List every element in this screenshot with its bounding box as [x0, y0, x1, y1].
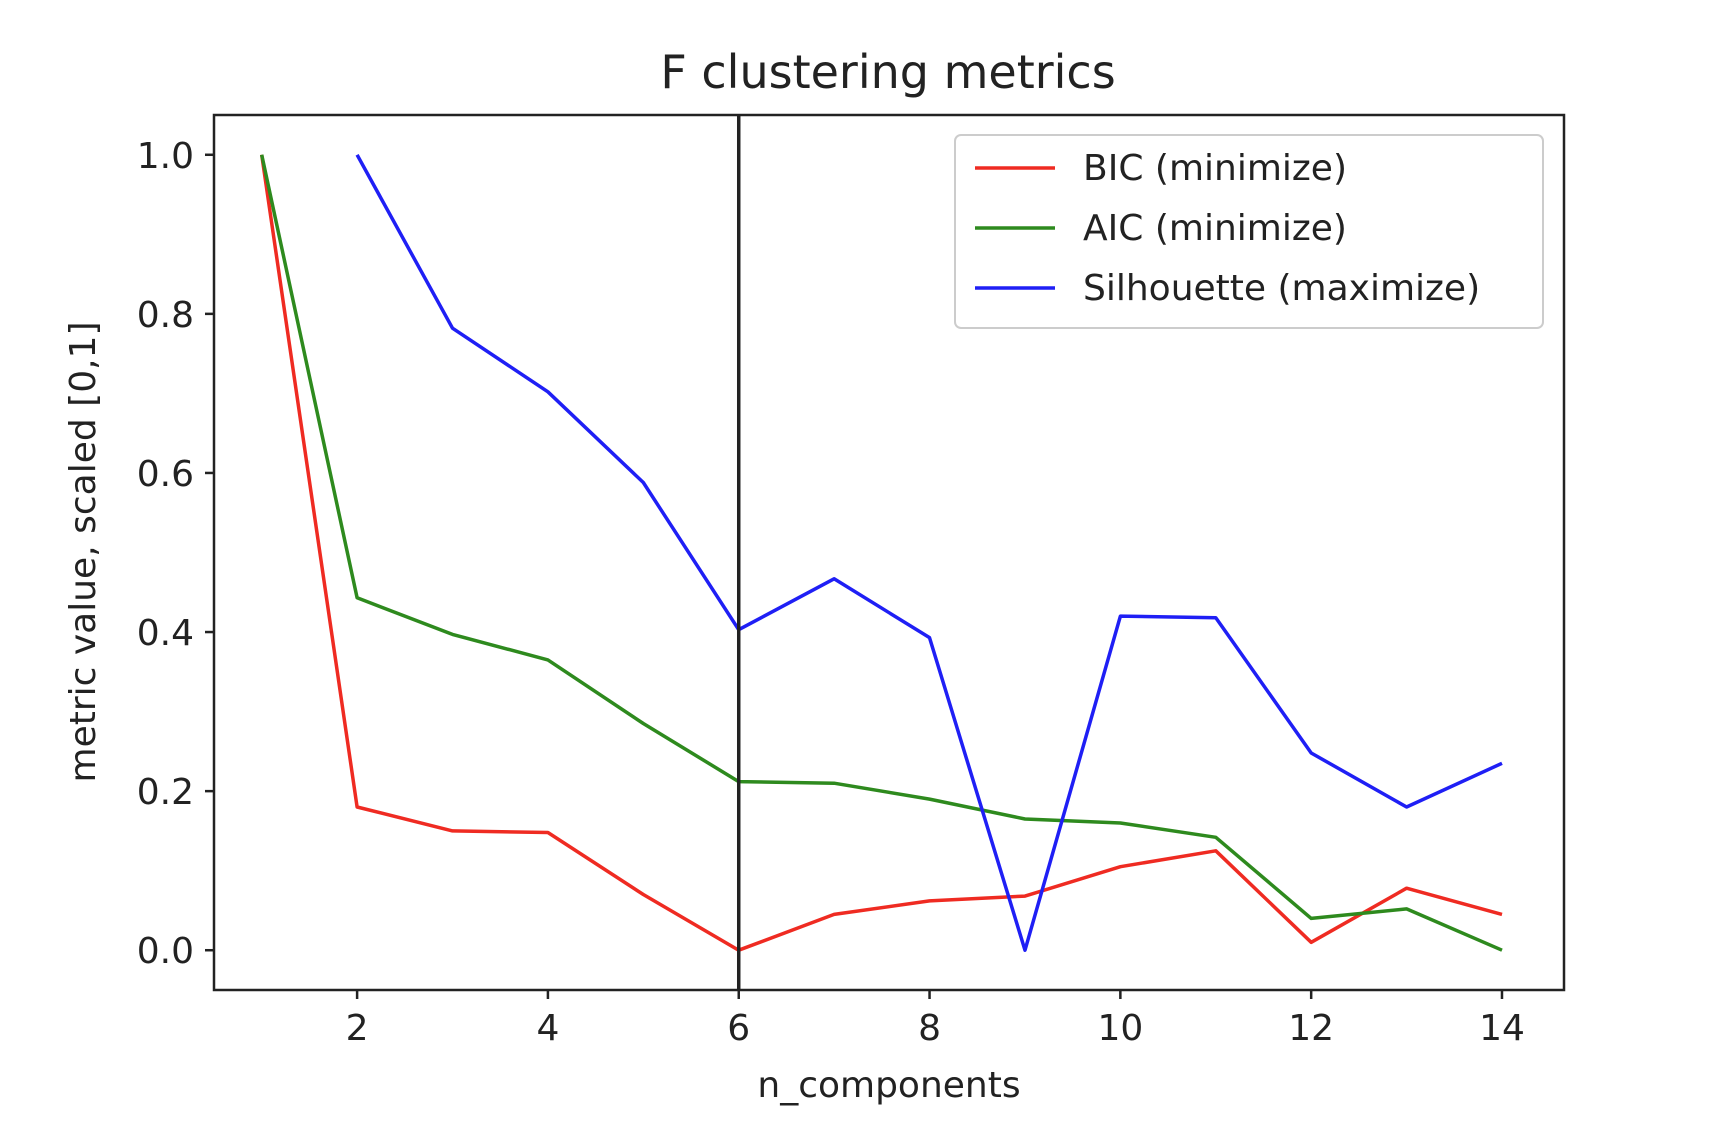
plot-area	[259, 115, 1503, 990]
y-tick-label: 0.8	[137, 295, 194, 336]
y-tick-label: 0.4	[137, 613, 194, 654]
y-tick-label: 1.0	[137, 136, 194, 177]
legend-label: AIC (minimize)	[1083, 208, 1347, 249]
plot-frame	[212, 113, 1566, 992]
y-tick-label: 0.0	[137, 931, 194, 972]
series-line-3	[355, 153, 1503, 952]
y-axis-label: metric value, scaled [0,1]	[63, 322, 104, 783]
series-line-1	[259, 154, 1503, 952]
legend: BIC (minimize) AIC (minimize) Silhouette (…	[954, 134, 1544, 329]
chart-title: F clustering metrics	[660, 45, 1115, 99]
series-line-2	[259, 154, 1503, 952]
x-tick-label: 4	[536, 1008, 559, 1049]
legend-label: Silhouette (maximize)	[1083, 268, 1480, 309]
x-tick-label: 10	[1097, 1008, 1143, 1049]
legend-label: BIC (minimize)	[1083, 148, 1347, 189]
y-tick-label: 0.6	[137, 454, 194, 495]
y-axis: 0.0 0.2 0.4 0.6 0.8 1.0	[137, 136, 214, 972]
x-tick-label: 8	[918, 1008, 941, 1049]
x-tick-label: 12	[1288, 1008, 1334, 1049]
legend-box	[954, 134, 1544, 329]
x-tick-label: 6	[727, 1008, 750, 1049]
y-tick-label: 0.2	[137, 772, 194, 813]
x-tick-label: 14	[1479, 1008, 1525, 1049]
x-axis: 2 4 6 8 10 12 14	[346, 990, 1525, 1049]
x-axis-label: n_components	[757, 1065, 1020, 1106]
x-tick-label: 2	[346, 1008, 369, 1049]
